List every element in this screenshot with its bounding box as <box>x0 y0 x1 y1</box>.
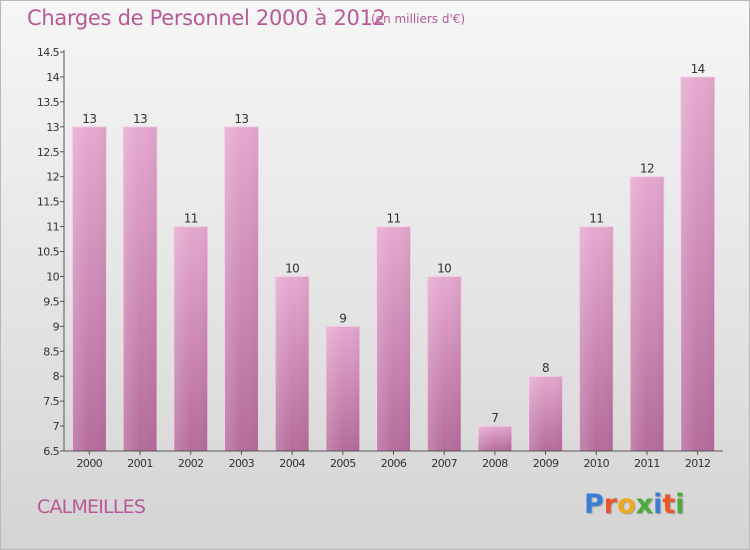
x-tick-label: 2010 <box>583 457 609 470</box>
y-axis: 6.5 7 7.5 8 8.5 9 9.5 10 10.5 11 11.5 12 12.5 13 13.5 1… <box>37 46 65 458</box>
bar-value-label: 11 <box>184 212 198 226</box>
y-tick-label: 8 <box>53 370 60 383</box>
x-tick-label: 2000 <box>77 457 103 470</box>
x-tick-label: 2004 <box>279 457 305 470</box>
bar-shine <box>528 376 563 451</box>
bar-value-label: 11 <box>589 212 603 226</box>
bars: 13 13 11 13 10 9 11 10 7 8 11 12 14 <box>71 62 716 452</box>
bar-value-label: 9 <box>339 311 346 325</box>
bar-value-label: 12 <box>640 162 654 176</box>
bar-shine <box>427 276 462 451</box>
chart-subtitle: (en milliers d'€) <box>371 12 466 26</box>
bar-shine <box>72 126 107 451</box>
x-tick-label: 2009 <box>533 457 559 470</box>
y-tick-label: 10 <box>46 270 59 283</box>
y-tick-label: 14.5 <box>37 46 60 59</box>
x-axis: 2000 2001 2002 2003 2004 2005 2006 2007 2008 2009… <box>64 450 723 470</box>
x-tick-label: 2006 <box>381 457 407 470</box>
y-tick-label: 7 <box>53 420 60 433</box>
logo-letter: i <box>675 489 685 520</box>
bar-value-label: 11 <box>386 212 400 226</box>
x-tick-label: 2011 <box>634 457 660 470</box>
chart-title: Charges de Personnel 2000 à 2012 <box>27 6 386 30</box>
logo-letter: x <box>635 489 654 520</box>
bar-value-label: 8 <box>542 361 549 375</box>
x-tick-label: 2002 <box>178 457 204 470</box>
bar-value-label: 14 <box>691 62 705 76</box>
bar-value-label: 13 <box>82 112 96 126</box>
x-tick-label: 2008 <box>482 457 508 470</box>
y-tick-label: 8.5 <box>43 345 59 358</box>
bar-shine <box>224 126 259 451</box>
bar-shine <box>173 226 208 451</box>
x-tick-label: 2005 <box>330 457 356 470</box>
bar-shine <box>579 226 614 451</box>
x-tick-label: 2001 <box>127 457 153 470</box>
y-tick-label: 9.5 <box>43 295 59 308</box>
bar-value-label: 10 <box>437 261 451 275</box>
y-tick-label: 6.5 <box>43 445 59 458</box>
bar-shine <box>275 276 310 451</box>
x-tick-label: 2007 <box>431 457 457 470</box>
bar-shine <box>325 326 360 451</box>
x-tick-label: 2012 <box>685 457 711 470</box>
bar-shine <box>123 126 158 451</box>
y-tick-label: 13.5 <box>37 96 60 109</box>
bar-value-label: 13 <box>234 112 248 126</box>
proxiti-logo: Proxiti <box>584 489 685 520</box>
y-tick-label: 14 <box>46 71 59 84</box>
bar-shine <box>680 76 715 451</box>
x-tick-label: 2003 <box>229 457 255 470</box>
y-tick-label: 12.5 <box>37 146 60 159</box>
y-tick-label: 10.5 <box>37 246 60 259</box>
y-tick-label: 13 <box>46 121 59 134</box>
bar-shine <box>376 226 411 451</box>
bar-value-label: 13 <box>133 112 147 126</box>
logo-letter: t <box>662 489 676 520</box>
bar-shine <box>477 426 512 451</box>
logo-letter: P <box>584 489 604 520</box>
y-tick-label: 7.5 <box>43 395 59 408</box>
logo-letter: o <box>617 489 636 520</box>
y-tick-label: 11 <box>46 221 59 234</box>
y-tick-label: 12 <box>46 171 59 184</box>
bar-shine <box>629 176 664 451</box>
logo-letter: r <box>603 489 618 520</box>
bar-value-label: 10 <box>285 261 299 275</box>
logo-letter: i <box>653 489 663 520</box>
y-tick-label: 9 <box>53 320 60 333</box>
bar-value-label: 7 <box>491 411 498 425</box>
commune-name: CALMEILLES <box>37 496 146 518</box>
y-tick-label: 11.5 <box>37 196 60 209</box>
